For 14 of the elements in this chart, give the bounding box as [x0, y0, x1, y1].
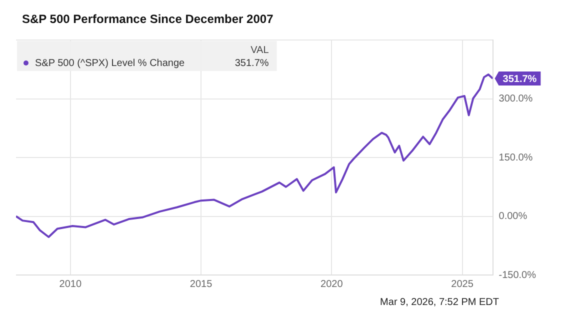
y-tick-label: 0.00%: [498, 211, 528, 222]
annotation: 351.7%: [234, 58, 269, 69]
chart-title: S&P 500 Performance Since December 2007: [21, 11, 274, 28]
legend-title: VAL: [250, 44, 270, 56]
y-tick-label: 150.0%: [498, 152, 533, 164]
y-tick-label: -150.0%: [498, 270, 536, 281]
x-tick-label: 2025: [451, 278, 474, 290]
legend-label: S&P 500 (^SPX) Level % Change: [35, 58, 186, 69]
annotation: 351.7%: [502, 74, 537, 85]
text: Mar 9, 2026, 7:52 PM EDT: [379, 297, 500, 308]
x-tick-label: 2015: [190, 278, 213, 290]
x-tick-label: 2020: [320, 278, 344, 290]
y-tick-label: 300.0%: [498, 94, 533, 104]
x-tick-label: 2010: [59, 278, 82, 290]
